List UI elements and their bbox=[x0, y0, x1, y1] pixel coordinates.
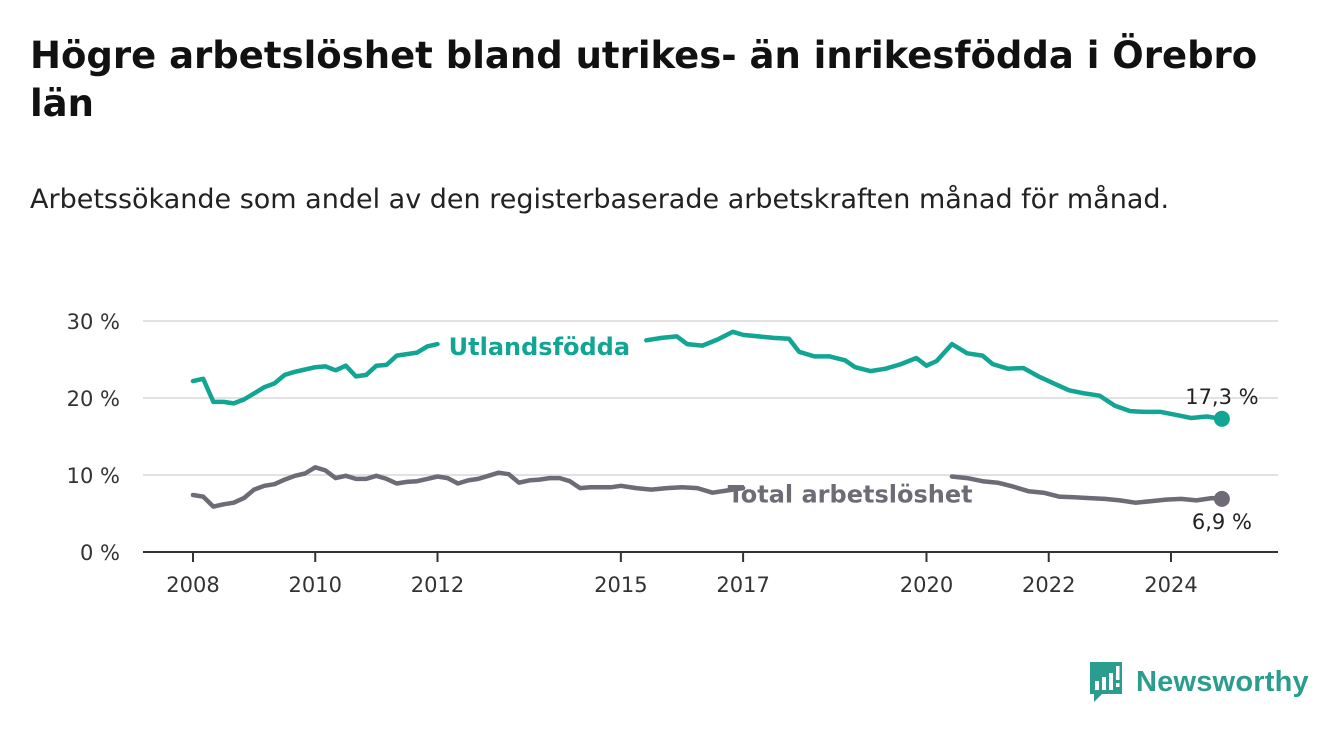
newsworthy-bar-chart-icon bbox=[1090, 662, 1122, 702]
x-tick-label: 2022 bbox=[1022, 573, 1075, 597]
x-tick-label: 2008 bbox=[166, 573, 219, 597]
y-tick-label: 20 % bbox=[67, 387, 120, 411]
series-annotation: Total arbetslöshet bbox=[728, 480, 973, 508]
y-tick-label: 0 % bbox=[80, 541, 120, 565]
series-end-label: 17,3 % bbox=[1185, 385, 1258, 409]
series-line-utlandsfodda bbox=[190, 329, 1225, 422]
logo-text: Newsworthy bbox=[1136, 665, 1309, 698]
series-line-total bbox=[190, 465, 1225, 509]
series-end-marker bbox=[1213, 490, 1230, 507]
x-tick-label: 2020 bbox=[900, 573, 953, 597]
x-tick-label: 2024 bbox=[1144, 573, 1197, 597]
x-tick-label: 2015 bbox=[594, 573, 647, 597]
axes: 0 % 10 % 20 % 30 % 2008 2010 2012 2015 2017 2020 2… bbox=[67, 310, 1278, 597]
series-end-marker bbox=[1213, 410, 1230, 427]
series-lines bbox=[190, 329, 1230, 509]
series-annotation: Utlandsfödda bbox=[449, 333, 630, 361]
line-chart: 0 % 10 % 20 % 30 % 2008 2010 2012 2015 2017 2020 2… bbox=[67, 310, 1278, 597]
y-tick-label: 30 % bbox=[67, 310, 120, 334]
x-tick-label: 2012 bbox=[411, 573, 464, 597]
y-tick-label: 10 % bbox=[67, 464, 120, 488]
x-tick-label: 2017 bbox=[716, 573, 769, 597]
x-tick-label: 2010 bbox=[289, 573, 342, 597]
chart-title: Högre arbetslöshet bland utrikes- än inr… bbox=[30, 34, 1258, 125]
chart-subtitle: Arbetssökande som andel av den registerb… bbox=[30, 184, 1170, 215]
newsworthy-logo: Newsworthy bbox=[1088, 660, 1309, 704]
series-end-label: 6,9 % bbox=[1192, 510, 1252, 534]
annotations: 17,3 % 6,9 % Utlandsfödda Total arbetslöshe… bbox=[449, 333, 1259, 534]
